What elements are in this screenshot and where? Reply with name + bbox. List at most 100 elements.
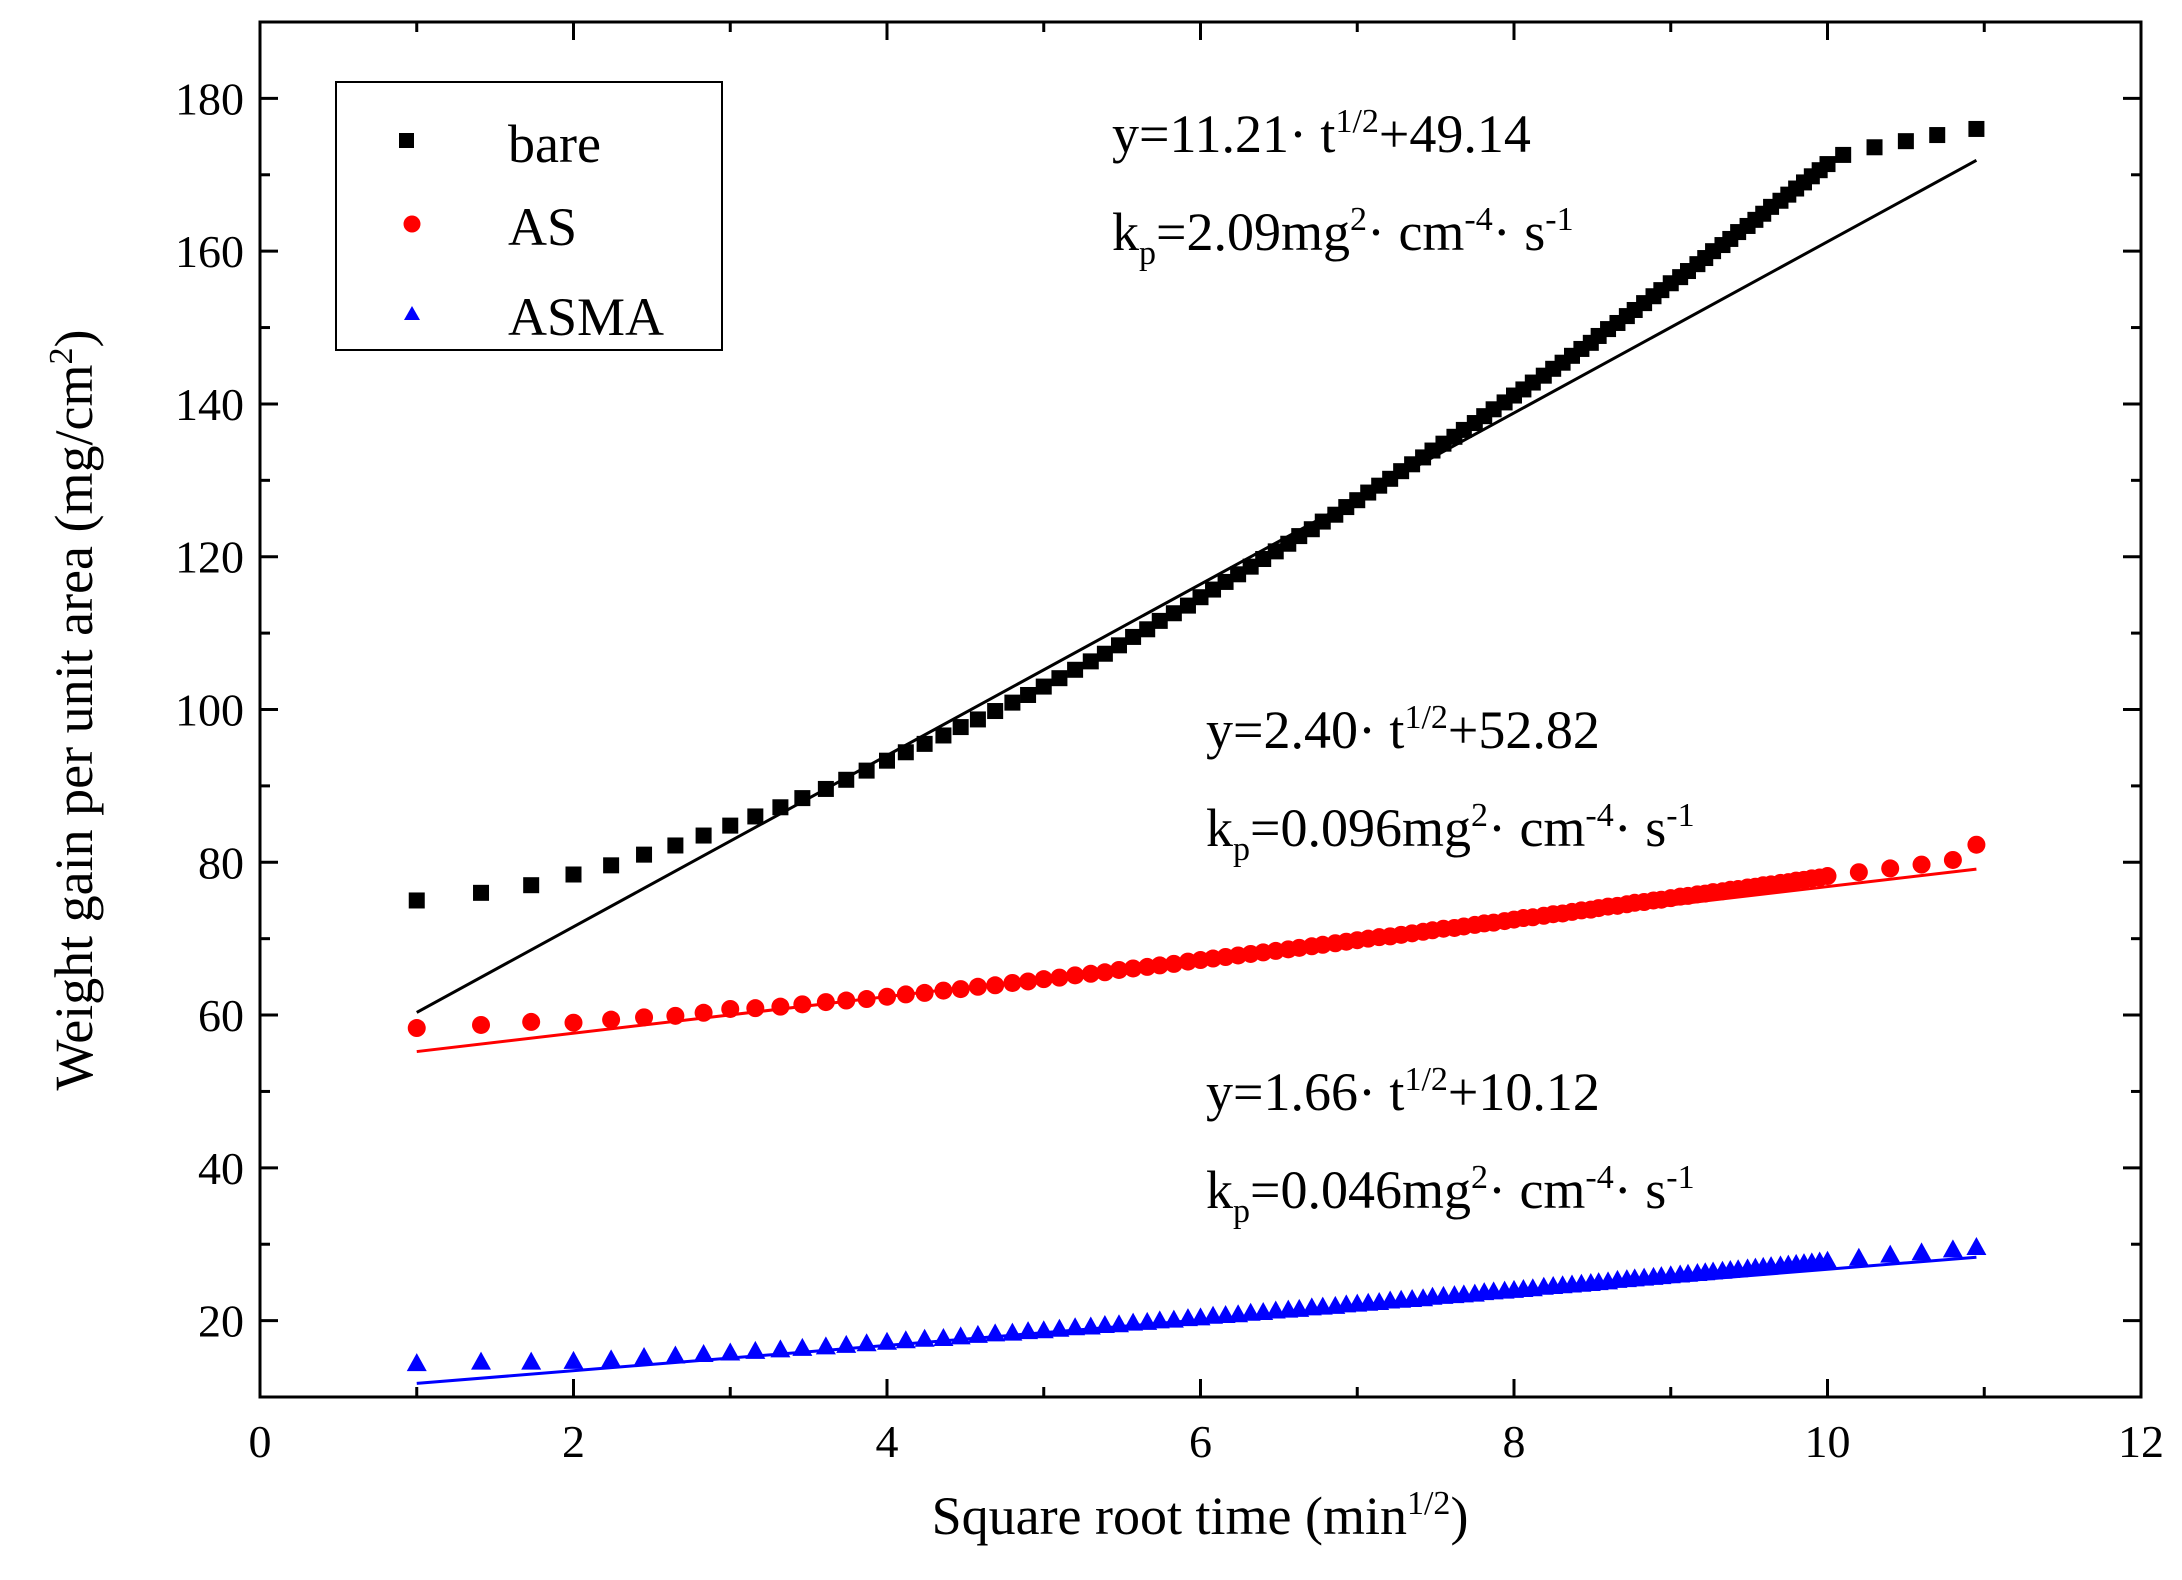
bare-point-3 bbox=[565, 866, 582, 883]
asma-kp: kp=0.046mg2· cm-4· s-1 bbox=[1206, 1159, 1695, 1230]
as-point-22 bbox=[1003, 973, 1022, 992]
as-point-25 bbox=[1050, 968, 1069, 987]
y-axis-label: Weight gain per unit area (mg/cm2) bbox=[43, 330, 104, 1091]
bare-fit-line bbox=[416, 159, 1978, 1014]
as-fit-equation: y=2.40· t1/2+52.82 bbox=[1206, 699, 1600, 760]
asma-point-25 bbox=[1049, 1318, 1070, 1337]
as-point-14 bbox=[857, 990, 876, 1009]
bare-point-36 bbox=[1205, 581, 1222, 598]
bare-point-39 bbox=[1242, 558, 1259, 575]
bare-point-26 bbox=[1067, 661, 1084, 678]
as-point-101 bbox=[1881, 859, 1900, 878]
as-point-32 bbox=[1150, 956, 1169, 975]
x-tick-label-2: 4 bbox=[876, 1416, 899, 1467]
asma-point-20 bbox=[967, 1324, 988, 1343]
as-point-10 bbox=[771, 997, 790, 1016]
bare-point-2 bbox=[523, 877, 540, 894]
bare-point-0 bbox=[408, 892, 425, 909]
bare-point-12 bbox=[817, 780, 834, 797]
asma-point-15 bbox=[877, 1331, 897, 1350]
as-point-99 bbox=[1818, 867, 1837, 886]
asma-point-102 bbox=[1911, 1242, 1932, 1261]
bare-point-41 bbox=[1267, 543, 1284, 560]
bare-point-34 bbox=[1179, 597, 1196, 614]
as-point-20 bbox=[968, 977, 987, 996]
as-point-19 bbox=[951, 980, 970, 999]
bare-point-9 bbox=[747, 808, 764, 825]
as-point-1 bbox=[472, 1015, 491, 1034]
bare-point-38 bbox=[1230, 566, 1247, 583]
asma-point-23 bbox=[1018, 1321, 1039, 1340]
bare-point-21 bbox=[987, 703, 1004, 720]
asma-point-9 bbox=[745, 1340, 766, 1359]
legend-bare-label: bare bbox=[508, 114, 601, 174]
as-point-7 bbox=[694, 1003, 713, 1022]
as-kp: kp=0.096mg2· cm-4· s-1 bbox=[1206, 797, 1695, 868]
asma-point-14 bbox=[856, 1333, 877, 1352]
y-tick-label-8: 180 bbox=[175, 73, 244, 124]
bare-point-29 bbox=[1110, 637, 1127, 654]
bare-point-16 bbox=[897, 744, 914, 761]
as-point-17 bbox=[915, 983, 934, 1002]
bare-point-15 bbox=[879, 752, 895, 769]
as-point-5 bbox=[635, 1008, 654, 1027]
bare-point-7 bbox=[695, 827, 712, 844]
bare-point-27 bbox=[1082, 653, 1099, 670]
as-point-100 bbox=[1849, 863, 1868, 882]
as-point-30 bbox=[1124, 959, 1143, 978]
asma-point-1 bbox=[471, 1351, 492, 1370]
asma-series bbox=[406, 1237, 1987, 1372]
x-tick-label-5: 10 bbox=[1805, 1416, 1851, 1467]
as-point-8 bbox=[721, 999, 740, 1018]
bare-point-23 bbox=[1020, 686, 1037, 703]
legend-asma-label: ASMA bbox=[508, 287, 664, 347]
bare-point-45 bbox=[1314, 513, 1331, 530]
bare-point-40 bbox=[1255, 551, 1272, 568]
bare-point-33 bbox=[1165, 605, 1182, 622]
asma-point-10 bbox=[770, 1339, 791, 1358]
bare-point-5 bbox=[636, 846, 653, 863]
legend-asma-marker bbox=[404, 306, 420, 320]
asma-point-26 bbox=[1065, 1317, 1086, 1336]
as-point-24 bbox=[1034, 970, 1053, 989]
bare-point-20 bbox=[969, 711, 986, 728]
bare-point-8 bbox=[722, 817, 739, 834]
bare-point-37 bbox=[1217, 573, 1234, 590]
asma-point-22 bbox=[1002, 1322, 1023, 1341]
as-point-26 bbox=[1066, 966, 1085, 985]
asma-point-28 bbox=[1094, 1314, 1115, 1333]
asma-point-5 bbox=[634, 1347, 655, 1366]
y-tick-label-6: 140 bbox=[175, 379, 244, 430]
bare-point-1 bbox=[473, 884, 490, 901]
bare-point-104 bbox=[1968, 120, 1985, 137]
bare-point-28 bbox=[1096, 645, 1113, 662]
y-tick-label-3: 80 bbox=[198, 837, 244, 888]
as-point-12 bbox=[816, 993, 835, 1012]
as-series bbox=[407, 835, 1986, 1038]
asma-point-101 bbox=[1880, 1244, 1901, 1263]
as-point-104 bbox=[1967, 835, 1986, 854]
asma-fit-equation: y=1.66· t1/2+10.12 bbox=[1206, 1061, 1600, 1122]
bare-kp: kp=2.09mg2· cm-4· s-1 bbox=[1112, 201, 1574, 272]
asma-point-11 bbox=[792, 1337, 813, 1356]
asma-point-18 bbox=[933, 1327, 954, 1346]
as-point-18 bbox=[934, 981, 953, 1000]
bare-point-11 bbox=[794, 790, 811, 807]
x-axis-label: Square root time (min1/2) bbox=[932, 1485, 1469, 1546]
as-point-6 bbox=[666, 1006, 685, 1025]
asma-point-16 bbox=[895, 1330, 916, 1349]
bare-point-31 bbox=[1139, 621, 1156, 638]
as-point-4 bbox=[602, 1010, 621, 1029]
asma-point-21 bbox=[985, 1323, 1006, 1342]
y-tick-label-2: 60 bbox=[198, 990, 244, 1041]
bare-point-14 bbox=[858, 762, 875, 779]
bare-point-4 bbox=[603, 857, 620, 874]
y-tick-label-7: 160 bbox=[175, 226, 244, 277]
asma-point-4 bbox=[601, 1349, 622, 1368]
asma-point-30 bbox=[1123, 1312, 1144, 1331]
bare-point-19 bbox=[952, 719, 969, 736]
bare-point-30 bbox=[1125, 628, 1142, 645]
asma-point-6 bbox=[665, 1345, 686, 1364]
bare-fit-equation: y=11.21· t1/2+49.14 bbox=[1112, 103, 1531, 164]
y-axis-ticks: 20 40 60 80 100 120 140 160 180 bbox=[175, 20, 2141, 1399]
